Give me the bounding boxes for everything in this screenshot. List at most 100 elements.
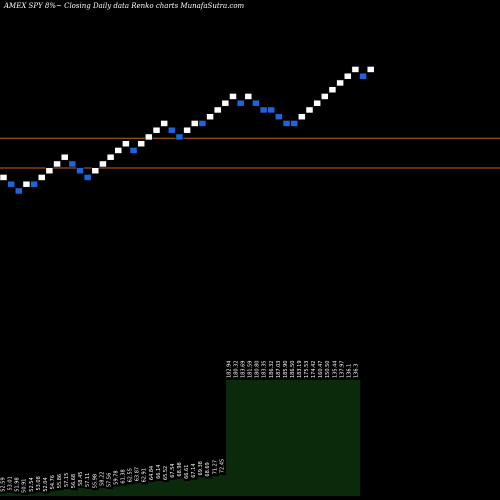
renko-brick <box>68 160 77 168</box>
renko-brick <box>145 133 153 141</box>
volume-bar <box>28 493 36 496</box>
renko-brick <box>191 120 199 127</box>
volume-bar <box>218 475 227 496</box>
volume-label: 136.3 <box>353 364 359 378</box>
volume-bar <box>211 476 220 496</box>
volume-label: 62.91 <box>142 468 148 482</box>
volume-label: 68.98 <box>177 462 183 476</box>
volume-bar <box>134 483 142 496</box>
volume-bar <box>77 487 86 496</box>
volume-label: 180.32 <box>233 361 239 379</box>
volume-label: 57.11 <box>85 473 91 487</box>
volume-bar <box>190 479 198 496</box>
volume-label: 187.03 <box>276 361 282 379</box>
volume-bar <box>155 480 163 496</box>
volume-label: 63.87 <box>135 467 141 481</box>
renko-brick <box>282 120 291 127</box>
volume-bar <box>310 380 318 496</box>
volume-bar <box>303 380 311 496</box>
volume-bar <box>197 477 206 496</box>
renko-brick <box>275 113 283 120</box>
volume-label: 55.98 <box>92 474 98 488</box>
volume-bar <box>84 489 93 496</box>
volume-label: 61.38 <box>121 469 127 483</box>
renko-brick <box>114 147 122 154</box>
renko-brick <box>206 113 214 120</box>
renko-brick <box>366 66 375 73</box>
volume-label: 64.84 <box>149 466 155 480</box>
renko-brick <box>38 174 46 181</box>
chart-title: AMEX SPY 8%~ Closing Daily data Renko ch… <box>4 2 245 10</box>
volume-label: 150.50 <box>325 361 331 379</box>
volume-bar <box>345 380 354 496</box>
renko-brick <box>213 106 222 114</box>
volume-bar <box>169 479 177 496</box>
volume-label: 53.08 <box>36 476 42 490</box>
volume-bar <box>324 380 333 496</box>
volume-label: 183.35 <box>262 361 268 379</box>
renko-brick <box>351 66 360 73</box>
renko-brick <box>91 167 100 174</box>
renko-brick <box>99 160 107 168</box>
renko-brick <box>259 106 268 114</box>
volume-bar <box>98 487 107 496</box>
volume-bar <box>254 380 262 496</box>
volume-label: 58.45 <box>78 472 84 486</box>
volume-label: 62.55 <box>128 468 134 482</box>
renko-brick <box>244 93 253 100</box>
volume-bar <box>162 482 170 496</box>
volume-bar <box>352 380 361 496</box>
volume-label: 65.52 <box>163 466 169 480</box>
renko-brick <box>236 99 245 107</box>
volume-label: 181.59 <box>248 361 254 379</box>
renko-brick <box>183 126 191 134</box>
volume-bar <box>141 484 149 496</box>
volume-label: 52.54 <box>29 477 35 491</box>
volume-bar <box>232 380 241 496</box>
volume-label: 175.53 <box>304 361 310 379</box>
renko-bricks <box>0 66 375 195</box>
volume-bar <box>176 478 184 496</box>
volume-label: 54.76 <box>50 475 56 489</box>
volume-bar <box>91 490 100 496</box>
volume-bar <box>0 493 8 496</box>
volume-bar <box>204 478 213 496</box>
volume-bar <box>105 489 114 496</box>
renko-brick <box>290 120 298 127</box>
volume-label: 186.50 <box>290 361 296 379</box>
renko-brick <box>76 167 84 174</box>
volume-bar <box>35 492 43 496</box>
renko-brick <box>336 79 344 87</box>
renko-brick <box>30 180 38 188</box>
volume-bar <box>14 493 22 496</box>
renko-brick <box>122 140 130 147</box>
volume-bar <box>148 482 156 496</box>
volume-bar <box>289 380 297 496</box>
volume-label: 182.94 <box>226 361 232 379</box>
volume-label: 50.91 <box>22 479 28 493</box>
volume-label: 185.90 <box>283 361 289 379</box>
volume-label: 66.14 <box>156 465 162 479</box>
renko-brick <box>168 126 176 134</box>
renko-brick <box>344 72 352 80</box>
renko-brick <box>7 180 15 188</box>
renko-brick <box>252 99 260 107</box>
renko-brick <box>0 174 8 181</box>
volume-bar <box>63 489 71 496</box>
volume-label: 53.01 <box>8 476 14 490</box>
volume-label: 52.59 <box>1 477 7 491</box>
volume-area: 52.59 53.01 51.98 50.91 52.54 53.08 52.04 54.76… <box>0 361 361 496</box>
renko-brick <box>175 133 184 141</box>
volume-label: 71.27 <box>212 460 218 474</box>
renko-brick <box>15 187 23 195</box>
renko-brick <box>328 86 337 93</box>
volume-bar <box>120 485 128 496</box>
renko-brick <box>359 72 367 80</box>
volume-bar <box>240 380 248 496</box>
volume-label: 69.38 <box>198 461 204 475</box>
renko-brick <box>53 160 61 168</box>
volume-label: 55.86 <box>57 474 63 488</box>
volume-label: 180.80 <box>255 361 261 379</box>
volume-bar <box>261 380 269 496</box>
